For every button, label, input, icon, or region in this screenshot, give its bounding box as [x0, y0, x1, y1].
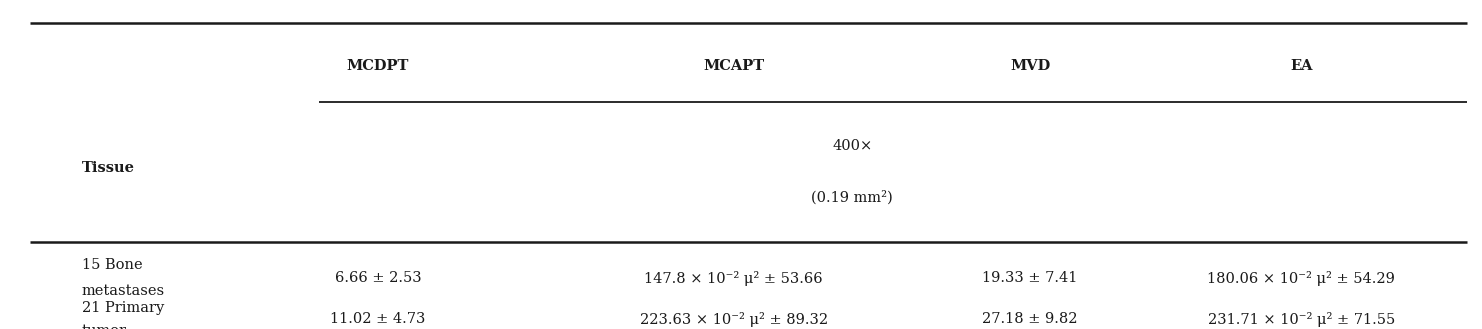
Text: 11.02 ± 4.73: 11.02 ± 4.73 [330, 312, 425, 326]
Text: EA: EA [1289, 59, 1313, 73]
Text: MVD: MVD [1009, 59, 1051, 73]
Text: metastases: metastases [82, 284, 165, 298]
Text: tumor: tumor [82, 324, 126, 329]
Text: 180.06 × 10⁻² μ² ± 54.29: 180.06 × 10⁻² μ² ± 54.29 [1208, 270, 1395, 286]
Text: 19.33 ± 7.41: 19.33 ± 7.41 [983, 271, 1077, 285]
Text: 27.18 ± 9.82: 27.18 ± 9.82 [983, 312, 1077, 326]
Text: Tissue: Tissue [82, 161, 135, 175]
Text: MCAPT: MCAPT [702, 59, 765, 73]
Text: 147.8 × 10⁻² μ² ± 53.66: 147.8 × 10⁻² μ² ± 53.66 [645, 270, 823, 286]
Text: 15 Bone: 15 Bone [82, 258, 142, 272]
Text: 21 Primary: 21 Primary [82, 301, 163, 315]
Text: MCDPT: MCDPT [347, 59, 409, 73]
Text: 6.66 ± 2.53: 6.66 ± 2.53 [335, 271, 421, 285]
Text: 223.63 × 10⁻² μ² ± 89.32: 223.63 × 10⁻² μ² ± 89.32 [640, 312, 827, 327]
Text: 231.71 × 10⁻² μ² ± 71.55: 231.71 × 10⁻² μ² ± 71.55 [1208, 312, 1395, 327]
Text: 400×: 400× [831, 139, 873, 153]
Text: (0.19 mm²): (0.19 mm²) [811, 190, 894, 205]
